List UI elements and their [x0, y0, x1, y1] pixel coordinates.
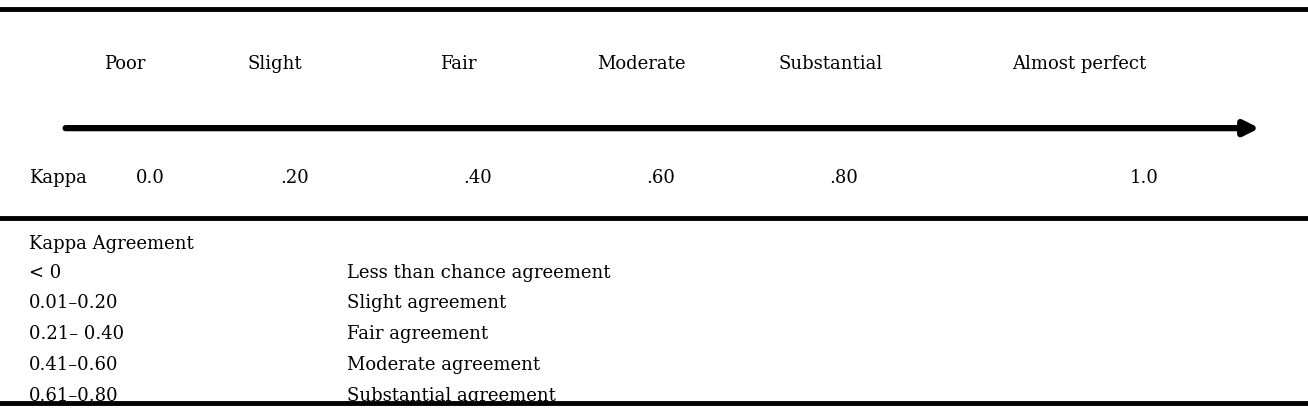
Text: .40: .40: [463, 169, 492, 187]
Text: Moderate: Moderate: [596, 54, 685, 72]
Text: Fair agreement: Fair agreement: [347, 324, 488, 342]
Text: Slight agreement: Slight agreement: [347, 294, 506, 312]
Text: Moderate agreement: Moderate agreement: [347, 355, 540, 373]
Text: .20: .20: [280, 169, 309, 187]
Text: 1.0: 1.0: [1130, 169, 1159, 187]
Text: 0.01–0.20: 0.01–0.20: [29, 294, 118, 312]
Text: 0.21– 0.40: 0.21– 0.40: [29, 324, 124, 342]
Text: Substantial: Substantial: [778, 54, 883, 72]
Text: Substantial agreement: Substantial agreement: [347, 386, 556, 404]
Text: Less than chance agreement: Less than chance agreement: [347, 263, 610, 281]
Text: Kappa Agreement: Kappa Agreement: [29, 234, 194, 252]
Text: 0.41–0.60: 0.41–0.60: [29, 355, 118, 373]
Text: Almost perfect: Almost perfect: [1012, 54, 1146, 72]
Text: Poor: Poor: [103, 54, 145, 72]
Text: < 0: < 0: [29, 263, 61, 281]
Text: Slight: Slight: [247, 54, 302, 72]
Text: .60: .60: [646, 169, 675, 187]
Text: .80: .80: [829, 169, 858, 187]
Text: Fair: Fair: [439, 54, 476, 72]
Text: Kappa: Kappa: [29, 169, 86, 187]
Text: 0.0: 0.0: [136, 169, 165, 187]
Text: 0.61–0.80: 0.61–0.80: [29, 386, 119, 404]
